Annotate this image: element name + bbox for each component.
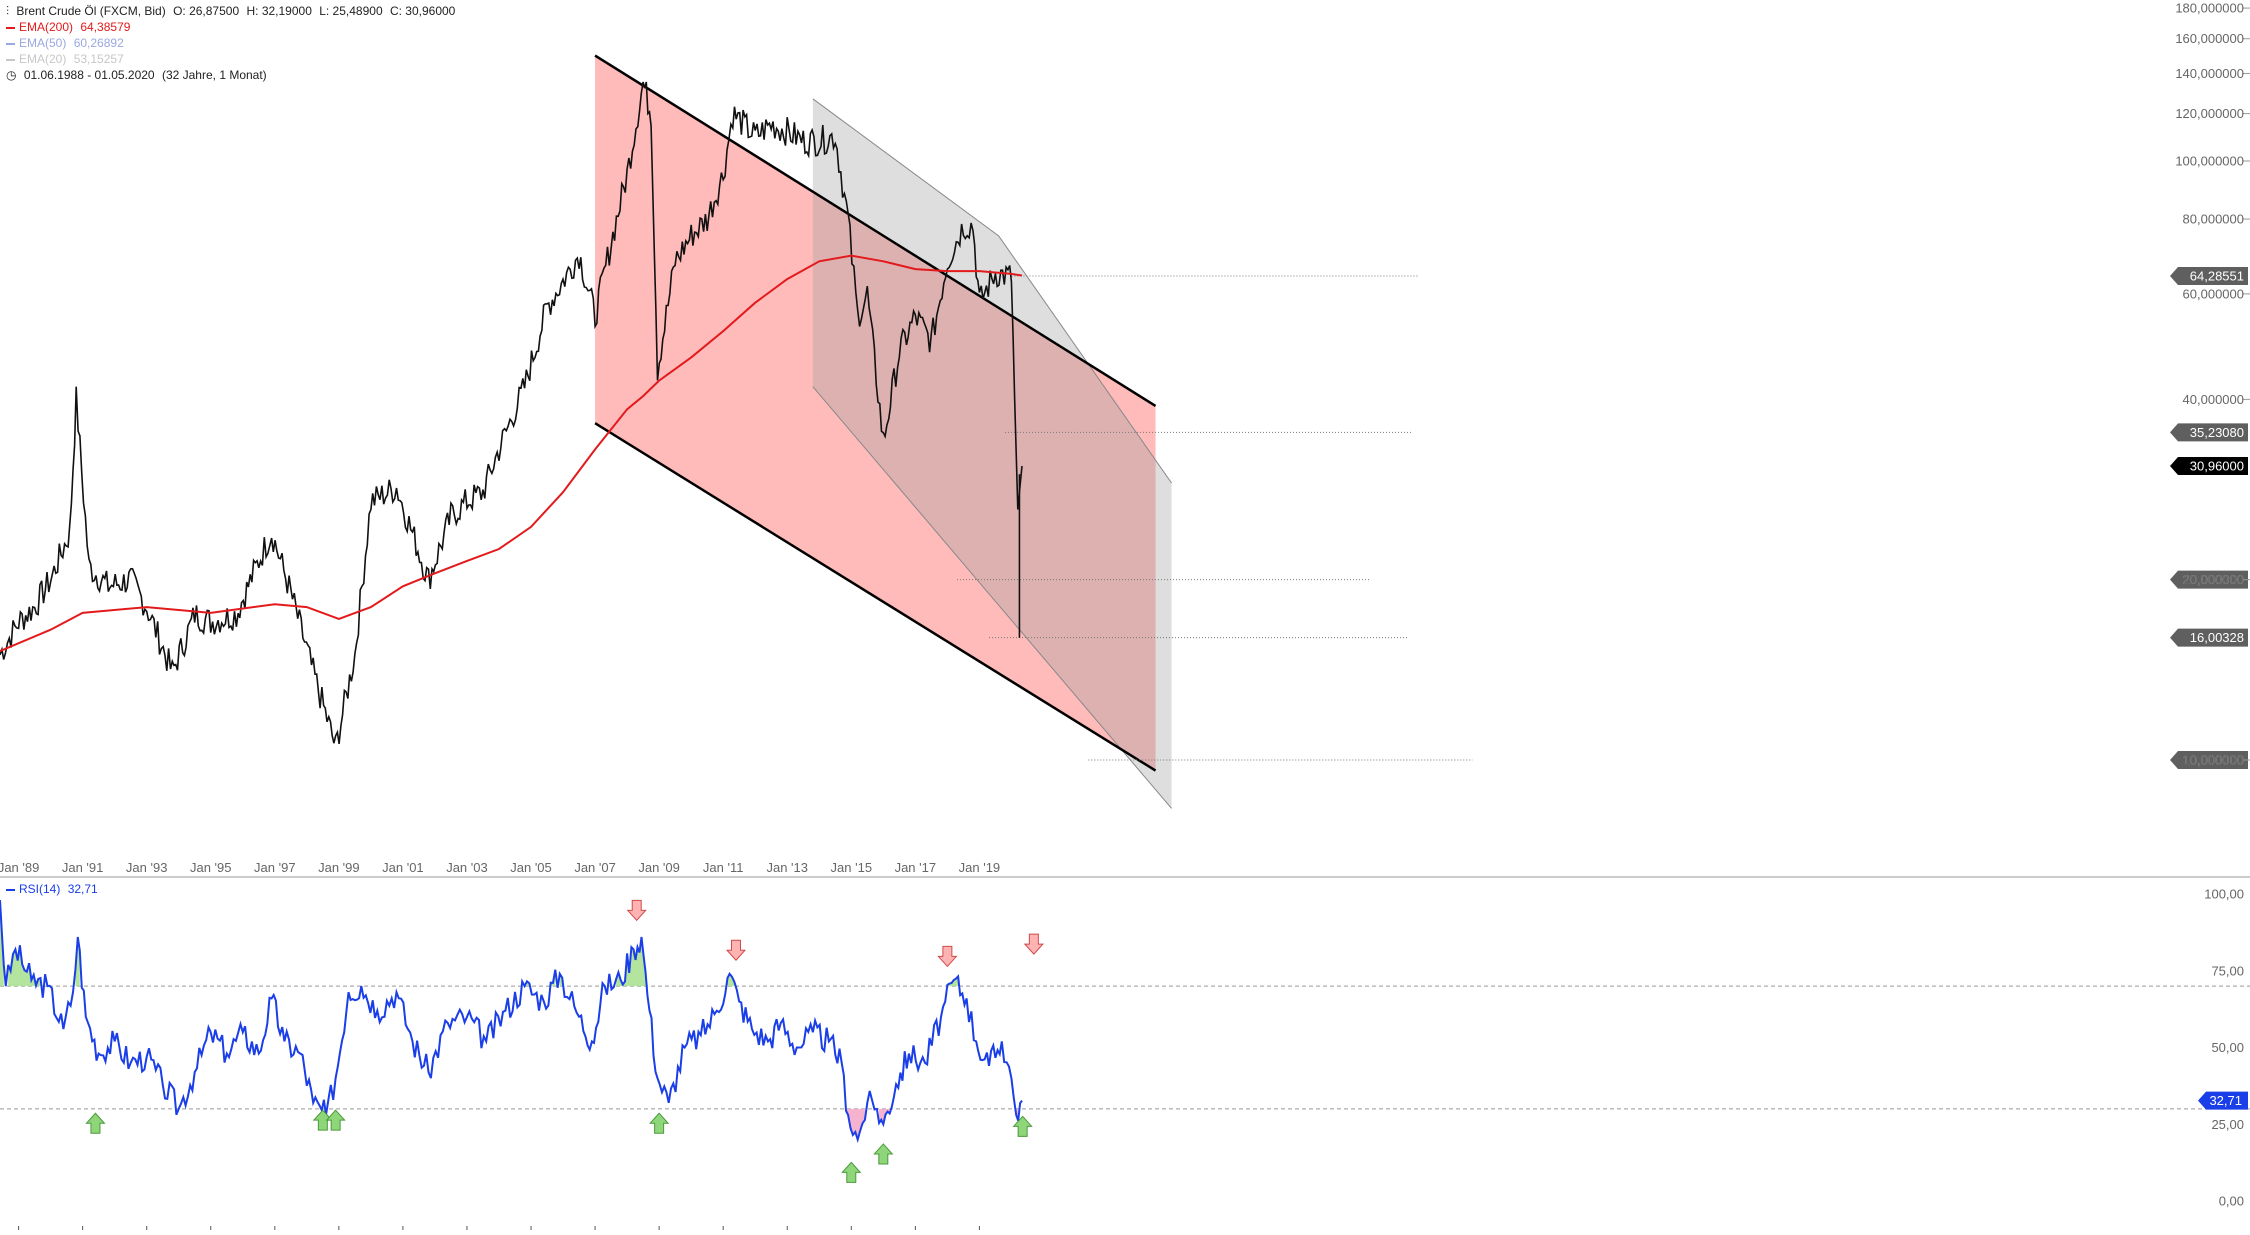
period-label: (32 Jahre, 1 Monat): [161, 68, 267, 82]
price-level-badge: [2170, 423, 2248, 442]
price-level-badge-text: 10,000000: [2183, 753, 2244, 768]
instrument-name: Brent Crude Öl (FXCM, Bid): [16, 4, 166, 18]
ema20-legend[interactable]: EMA(20) 53,15257: [6, 52, 128, 67]
x-tick-label: Jan '15: [831, 860, 873, 875]
x-tick-label: Jan '99: [318, 860, 360, 875]
rsi-label: RSI(14): [19, 882, 61, 896]
x-tick-label: Jan '11: [703, 860, 744, 875]
rsi-overbought-fill: [727, 973, 735, 987]
price-level-badge-text: 64,28551: [2190, 268, 2244, 283]
ema20-label: EMA(20): [19, 52, 67, 66]
sell-signal-arrow-icon: [1023, 933, 1044, 955]
price-level-badge: [2170, 457, 2248, 476]
x-tick-label: Jan '07: [574, 860, 616, 875]
y-tick-label: 180,000000: [2175, 1, 2244, 16]
x-tick-label: Jan '95: [190, 860, 232, 875]
sell-signal-arrow-icon: [725, 939, 747, 962]
y-tick-label: 120,000000: [2175, 106, 2244, 121]
buy-signal-arrow-icon: [325, 1109, 346, 1131]
ohlc-header: ⫶ Brent Crude Öl (FXCM, Bid) O: 26,87500…: [6, 4, 459, 19]
ema200-label: EMA(200): [19, 20, 74, 34]
rsi-y-tick-label: 0,00: [2219, 1194, 2244, 1209]
rsi-oversold-fill: [845, 1108, 865, 1140]
ema50-value: 60,26892: [73, 36, 124, 50]
y-tick-label: 80,000000: [2183, 212, 2244, 227]
ema50-label: EMA(50): [19, 36, 67, 50]
x-tick-label: Jan '93: [126, 860, 168, 875]
price-level-badge-text: 16,00328: [2190, 630, 2244, 645]
y-tick-label: 20,000000: [2183, 572, 2244, 587]
grey-channel-upper-line: [812, 98, 1172, 484]
y-tick-label: 10,000000: [2183, 753, 2244, 768]
x-tick-label: Jan '89: [0, 860, 39, 875]
rsi-y-tick-label: 75,00: [2211, 963, 2244, 978]
low-value: L: 25,48900: [319, 4, 383, 18]
rsi-y-tick-label: 50,00: [2211, 1040, 2244, 1055]
price-level-badge: [2170, 266, 2248, 285]
ema200-value: 64,38579: [80, 20, 131, 34]
close-value: C: 30,96000: [389, 4, 456, 18]
buy-signal-arrow-icon: [841, 1161, 862, 1183]
open-value: O: 26,87500: [173, 4, 240, 18]
rsi-y-tick-label: 100,00: [2204, 887, 2244, 902]
y-tick-label: 60,000000: [2183, 286, 2244, 301]
rsi-line: [0, 900, 1023, 1144]
ema50-legend[interactable]: EMA(50) 60,26892: [6, 36, 128, 51]
rsi-value-badge: [2198, 1091, 2248, 1110]
grey-channel-fill: [812, 98, 1172, 809]
buy-signal-arrow-icon: [1012, 1115, 1033, 1137]
y-tick-label: 100,000000: [2175, 154, 2244, 169]
candlestick-icon: ⫶: [6, 4, 10, 18]
price-level-badge: [2170, 570, 2248, 589]
trend-channel-fill: [595, 55, 1156, 771]
date-range: 01.06.1988 - 01.05.2020: [23, 68, 155, 82]
rsi-current: 32,71: [67, 882, 98, 896]
x-tick-label: Jan '97: [254, 860, 296, 875]
x-tick-label: Jan '91: [62, 860, 104, 875]
price-series-line: [0, 81, 1023, 745]
channel-lower-line: [594, 422, 1157, 772]
high-value: H: 32,19000: [246, 4, 312, 18]
x-tick-label: Jan '17: [895, 860, 937, 875]
sell-signal-arrow-icon: [937, 945, 958, 968]
rsi-y-tick-label: 25,00: [2211, 1117, 2244, 1132]
x-tick-label: Jan '09: [638, 860, 680, 875]
channel-upper-line: [594, 54, 1157, 408]
ema20-swatch: [6, 58, 15, 61]
ema20-value: 53,15257: [73, 52, 124, 66]
x-tick-label: Jan '19: [959, 860, 1001, 875]
y-tick-label: 40,000000: [2183, 392, 2244, 407]
x-tick-label: Jan '03: [446, 860, 488, 875]
buy-signal-arrow-icon: [873, 1143, 894, 1165]
ema200-swatch: [6, 26, 15, 29]
buy-signal-arrow-icon: [649, 1112, 670, 1134]
y-tick-label: 140,000000: [2175, 66, 2244, 81]
rsi-legend[interactable]: RSI(14) 32,71: [6, 882, 102, 897]
price-level-badge: [2170, 751, 2248, 769]
y-tick-label: 160,000000: [2175, 31, 2244, 46]
ema50-swatch: [6, 42, 15, 45]
x-tick-label: Jan '05: [510, 860, 552, 875]
date-range-row: ◷ 01.06.1988 - 01.05.2020 (32 Jahre, 1 M…: [6, 68, 271, 83]
buy-signal-arrow-icon: [85, 1112, 106, 1134]
rsi-swatch: [6, 888, 15, 891]
price-level-badge: [2170, 628, 2248, 647]
x-tick-label: Jan '13: [766, 860, 808, 875]
rsi-value-badge-text: 32,71: [2209, 1093, 2242, 1108]
price-level-badge-text: 20,000000: [2183, 572, 2244, 587]
price-level-badge-text: 30,96000: [2190, 459, 2244, 474]
price-level-badge-text: 35,23080: [2190, 425, 2244, 440]
sell-signal-arrow-icon: [626, 899, 647, 922]
ema200-legend[interactable]: EMA(200) 64,38579: [6, 20, 134, 35]
grey-channel-lower-line: [812, 386, 1172, 809]
x-tick-label: Jan '01: [382, 860, 424, 875]
ema200-line: [0, 254, 1023, 653]
clock-icon: ◷: [6, 68, 17, 82]
